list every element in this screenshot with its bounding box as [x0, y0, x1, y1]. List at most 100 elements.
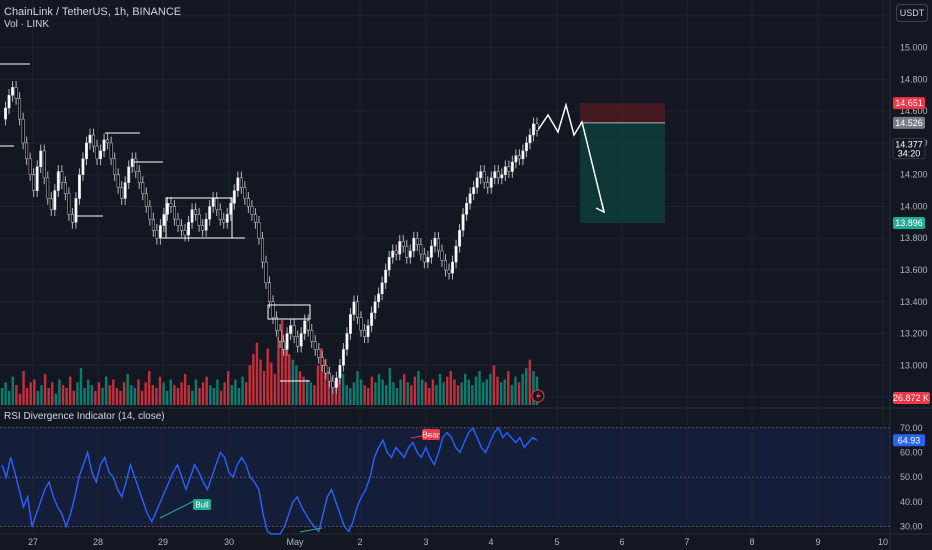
price-tick-label: 13.800: [900, 233, 928, 243]
candle-body: [500, 174, 504, 179]
countdown-label: 34:20: [898, 149, 921, 159]
candle-body: [422, 253, 426, 263]
volume-bar: [165, 390, 169, 405]
candle-body: [440, 250, 444, 261]
rsi-value-text: 64.93: [898, 435, 921, 445]
volume-bar: [435, 385, 438, 405]
candle-body: [521, 150, 525, 160]
candle-body: [352, 301, 356, 315]
projection-arrowhead: [595, 202, 606, 214]
time-axis-label: May: [286, 537, 304, 547]
signal-label: Bull: [195, 501, 209, 510]
candle-body: [180, 225, 183, 231]
rsi-tick-label: 60.00: [900, 447, 923, 457]
volume-bar: [4, 382, 7, 405]
candle-body: [109, 142, 113, 160]
volume-bar: [205, 376, 208, 405]
candle-body: [496, 171, 500, 179]
currency-button[interactable]: USDT: [896, 4, 928, 22]
volume-bar: [252, 354, 255, 405]
volume-bar: [306, 379, 309, 405]
rsi-panel: Bull Bear: [0, 426, 890, 535]
candle-body: [345, 333, 349, 350]
volume-bar: [72, 390, 76, 405]
volume-bar: [442, 382, 445, 405]
candle-body: [408, 250, 412, 258]
volume-bar: [79, 368, 83, 405]
candle-body: [130, 158, 134, 168]
volume-bar: [309, 382, 312, 405]
candle-body: [268, 282, 271, 303]
candle-body: [377, 293, 381, 303]
volume-bar: [363, 385, 366, 405]
candle-body: [503, 166, 507, 175]
candle-body: [278, 330, 282, 342]
candle-body: [472, 187, 476, 195]
candle-body: [35, 166, 39, 191]
volume-bar: [302, 376, 305, 405]
volume-bar: [367, 388, 370, 405]
candle-body: [63, 182, 67, 195]
candle-body: [415, 237, 419, 245]
volume-bar: [212, 388, 216, 405]
volume-bar: [456, 385, 460, 405]
candle-body: [56, 171, 60, 191]
take-profit-zone: [580, 122, 665, 223]
candle-body: [514, 155, 518, 163]
time-axis-label: 3: [423, 537, 428, 547]
candle-body: [429, 245, 433, 258]
candle-body: [338, 365, 342, 379]
time-axis-label: 29: [158, 537, 168, 547]
price-tag: [893, 216, 925, 229]
volume-bar: [359, 379, 363, 405]
volume-bar: [51, 382, 54, 405]
volume-bar: [65, 388, 68, 405]
volume-bar: [183, 373, 187, 405]
volume-bar: [402, 373, 406, 405]
candle-body: [275, 317, 278, 331]
candle-body: [11, 87, 15, 96]
volume-bar: [467, 379, 470, 405]
volume-bar: [388, 368, 391, 405]
time-axis-label: 6: [619, 537, 624, 547]
volume-bar: [331, 376, 334, 405]
price-tick-label: 14.800: [900, 74, 928, 84]
volume-bar: [521, 373, 524, 405]
candle-body: [74, 198, 78, 223]
candle-body: [28, 158, 32, 175]
bull-divergence-line: [159, 499, 197, 519]
volume-bar: [313, 385, 316, 405]
volume-bar: [162, 382, 165, 405]
volume-bar: [201, 382, 205, 405]
candle-body: [387, 257, 391, 271]
candle-body: [88, 134, 92, 144]
volume-bar: [101, 388, 104, 405]
candle-body: [197, 214, 201, 226]
candle-body: [49, 198, 53, 210]
candle-body: [359, 317, 363, 331]
volume-bar: [86, 379, 90, 405]
candle-body: [18, 98, 22, 120]
signal-badge: [422, 429, 440, 440]
price-tick-label: 15.000: [900, 43, 928, 53]
volume-bar: [119, 390, 122, 405]
candle-body: [127, 166, 131, 183]
volume-bar: [345, 385, 348, 405]
candle-body: [310, 330, 314, 342]
volume-bar: [237, 388, 241, 405]
volume-bar: [112, 379, 115, 405]
volume-bar: [47, 388, 50, 405]
candle-body: [67, 193, 71, 215]
volume-bar: [104, 376, 108, 405]
candle-body: [211, 198, 215, 207]
volume-bar: [381, 379, 384, 405]
candle-body: [99, 150, 103, 160]
candle-body: [158, 225, 162, 239]
time-axis-label: 8: [749, 537, 754, 547]
candle-body: [313, 341, 317, 350]
rsi-value-tag: [893, 434, 925, 447]
candle-body: [225, 214, 229, 223]
volume-bar: [97, 382, 101, 405]
